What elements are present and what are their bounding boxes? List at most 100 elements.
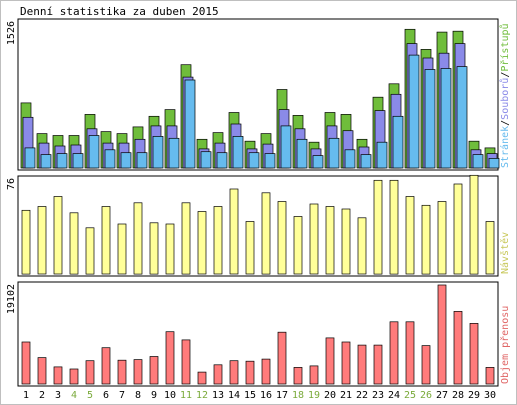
bar-stranek-day-24 <box>392 115 404 169</box>
bar-objem-day-11 <box>181 339 191 385</box>
bar-navstev-day-14 <box>229 188 239 275</box>
panel-2-plot-area <box>17 175 499 277</box>
bar-objem-day-23 <box>373 344 383 385</box>
bar-objem-day-12 <box>197 371 207 385</box>
bar-stranek-day-18 <box>296 138 308 169</box>
bar-stranek-day-25 <box>408 54 420 169</box>
bar-navstev-day-27 <box>437 201 447 275</box>
panel-3-max-label: 19102 <box>6 284 17 314</box>
x-tick-label-day-6: 6 <box>103 390 109 401</box>
bar-objem-day-19 <box>309 365 319 385</box>
bar-objem-day-16 <box>261 358 271 385</box>
chart-title: Denní statistika za duben 2015 <box>20 5 219 18</box>
x-tick-label-day-9: 9 <box>151 390 157 401</box>
bar-stranek-day-22 <box>360 154 372 169</box>
bar-navstev-day-1 <box>21 209 31 275</box>
x-tick-label-day-29: 29 <box>468 390 480 401</box>
x-tick-label-day-15: 15 <box>244 390 256 401</box>
x-tick-label-day-27: 27 <box>436 390 448 401</box>
bar-objem-day-15 <box>245 360 255 385</box>
bar-navstev-day-30 <box>485 221 495 275</box>
x-tick-label-day-4: 4 <box>71 390 77 401</box>
legend-item: Stránek <box>499 126 511 168</box>
legend-item: Návštěv <box>499 232 511 274</box>
bar-navstev-day-28 <box>453 183 463 275</box>
x-tick-label-day-17: 17 <box>276 390 288 401</box>
bar-stranek-day-26 <box>424 69 436 169</box>
bar-objem-day-9 <box>149 356 159 385</box>
x-tick-label-day-28: 28 <box>452 390 464 401</box>
bar-navstev-day-7 <box>117 223 127 275</box>
bar-objem-day-2 <box>37 357 47 385</box>
bar-navstev-day-24 <box>389 179 399 275</box>
bar-stranek-day-29 <box>472 154 484 169</box>
bar-navstev-day-19 <box>309 203 319 275</box>
bar-objem-day-7 <box>117 359 127 385</box>
bar-stranek-day-20 <box>328 137 340 169</box>
bar-objem-day-17 <box>277 331 287 385</box>
bar-objem-day-5 <box>85 360 95 385</box>
bar-navstev-day-22 <box>357 217 367 275</box>
bar-navstev-day-2 <box>37 206 47 275</box>
bar-objem-day-4 <box>69 368 79 385</box>
x-tick-label-day-1: 1 <box>23 390 29 401</box>
chart-panels: 1526Stránek/Souborů/Přístupů76Návštěv191… <box>6 18 511 387</box>
legend-item: Souborů <box>499 78 511 120</box>
bar-stranek-day-21 <box>344 149 356 169</box>
bar-stranek-day-15 <box>248 152 260 169</box>
bar-objem-day-24 <box>389 321 399 385</box>
x-tick-label-day-7: 7 <box>119 390 125 401</box>
x-tick-label-day-10: 10 <box>164 390 176 401</box>
bar-stranek-day-27 <box>440 68 452 169</box>
x-tick-label-day-20: 20 <box>324 390 336 401</box>
bar-stranek-day-5 <box>88 135 100 169</box>
x-axis-day-labels: 1 2 3 4 5 6 7 8 9 10 11 12 13 14 15 16 17 18 19 20 21 22 23 24 2… <box>23 390 496 401</box>
x-tick-label-day-30: 30 <box>484 390 496 401</box>
bar-stranek-day-23 <box>376 141 388 169</box>
bar-stranek-day-7 <box>120 152 132 169</box>
bar-objem-day-20 <box>325 337 335 385</box>
bar-stranek-day-9 <box>152 136 164 169</box>
bar-stranek-day-8 <box>136 152 148 169</box>
bar-stranek-day-13 <box>216 152 228 169</box>
bar-objem-day-3 <box>53 366 63 385</box>
bar-objem-day-25 <box>405 321 415 385</box>
bar-stranek-day-17 <box>280 125 292 169</box>
bar-navstev-day-26 <box>421 204 431 275</box>
bar-objem-day-1 <box>21 341 31 385</box>
bar-navstev-day-13 <box>213 206 223 275</box>
legend-item: / <box>500 120 511 126</box>
x-tick-label-day-11: 11 <box>180 390 192 401</box>
bar-navstev-day-20 <box>325 206 335 275</box>
panel-1-max-label: 1526 <box>6 21 17 45</box>
bar-navstev-day-18 <box>293 216 303 275</box>
panel-3: 19102 Objem přenosu <box>6 281 511 387</box>
bar-navstev-day-16 <box>261 192 271 275</box>
bar-navstev-day-21 <box>341 208 351 275</box>
x-tick-label-day-22: 22 <box>356 390 368 401</box>
bar-stranek-day-16 <box>264 153 276 169</box>
panel-2-legend: Návštěv <box>499 232 511 274</box>
bar-objem-day-10 <box>165 331 175 385</box>
bar-navstev-day-3 <box>53 196 63 275</box>
bar-objem-day-26 <box>421 345 431 385</box>
bar-stranek-day-19 <box>312 155 324 169</box>
x-tick-label-day-26: 26 <box>420 390 432 401</box>
panel-3-legend: Objem přenosu <box>499 306 511 384</box>
bar-navstev-day-23 <box>373 179 383 275</box>
x-tick-label-day-12: 12 <box>196 390 208 401</box>
bar-navstev-day-9 <box>149 222 159 275</box>
x-tick-label-day-25: 25 <box>404 390 416 401</box>
panel-2: 76 Návštěv <box>6 174 511 277</box>
panel-2-max-label: 76 <box>6 178 17 190</box>
bar-stranek-day-11 <box>184 79 196 169</box>
bar-stranek-day-10 <box>168 137 180 169</box>
bar-objem-day-18 <box>293 367 303 385</box>
bar-navstev-day-11 <box>181 202 191 275</box>
bar-stranek-day-1 <box>24 147 36 169</box>
x-tick-label-day-19: 19 <box>308 390 320 401</box>
x-tick-label-day-2: 2 <box>39 390 45 401</box>
bar-stranek-day-14 <box>232 136 244 169</box>
x-tick-label-day-18: 18 <box>292 390 304 401</box>
bar-navstev-day-5 <box>85 227 95 275</box>
